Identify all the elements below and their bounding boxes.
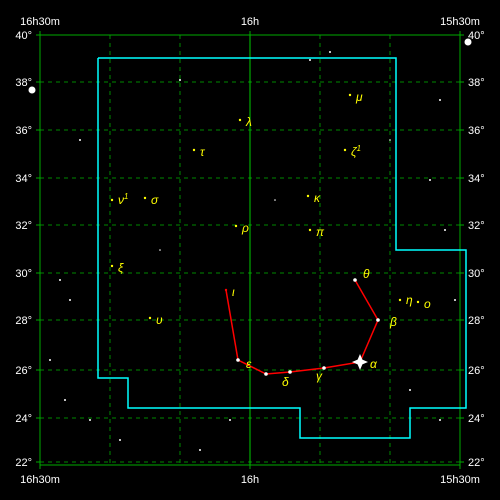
star-label: ρ	[241, 221, 249, 235]
x-tick-label: 16h	[241, 474, 259, 486]
y-tick-label: 22°	[468, 457, 485, 469]
star-label: κ	[314, 191, 321, 205]
bg-star	[59, 279, 61, 281]
star-label: γ	[316, 369, 323, 383]
y-tick-label: 24°	[15, 413, 32, 425]
y-tick-label: 38°	[15, 77, 32, 89]
bg-star	[89, 419, 91, 421]
x-tick-label: 16h	[241, 16, 259, 28]
labeled-star-dot	[417, 301, 419, 303]
labeled-star-dot	[349, 94, 351, 96]
x-tick-label: 15h30m	[440, 16, 480, 28]
x-tick-label: 15h30m	[440, 474, 480, 486]
star-label: δ	[282, 375, 289, 389]
y-tick-label: 32°	[468, 220, 485, 232]
star-label: ξ	[118, 261, 124, 275]
labeled-star	[322, 366, 326, 370]
y-tick-label: 26°	[15, 365, 32, 377]
star-label: ο	[424, 297, 431, 311]
star-label: σ	[151, 193, 159, 207]
star-label: β	[389, 315, 397, 329]
bg-star	[444, 229, 446, 231]
star-label: μ	[355, 90, 363, 104]
y-tick-label: 30°	[15, 268, 32, 280]
labeled-star-dot	[307, 195, 309, 197]
bg-star	[199, 449, 201, 451]
y-tick-label: 40°	[15, 30, 32, 42]
star-label: θ	[363, 267, 370, 281]
labeled-star-dot	[149, 317, 151, 319]
labeled-star	[376, 318, 380, 322]
bg-star	[79, 139, 81, 141]
star-label: λ	[245, 115, 252, 129]
star-label: υ	[156, 313, 163, 327]
labeled-star-dot	[239, 119, 241, 121]
bg-star	[439, 419, 441, 421]
x-tick-label: 16h30m	[20, 474, 60, 486]
bg-star	[429, 179, 431, 181]
bg-star	[179, 79, 181, 81]
bg-star	[119, 439, 121, 441]
bg-star	[29, 87, 36, 94]
labeled-star-dot	[309, 229, 311, 231]
labeled-star-dot	[144, 197, 146, 199]
y-tick-label: 28°	[468, 315, 485, 327]
labeled-star-dot	[111, 265, 113, 267]
y-tick-label: 36°	[468, 125, 485, 137]
star-label: ε	[246, 357, 252, 371]
labeled-star-dot	[344, 149, 346, 151]
y-tick-label: 32°	[15, 220, 32, 232]
y-tick-label: 24°	[468, 413, 485, 425]
bg-star	[329, 51, 331, 53]
labeled-star	[236, 358, 240, 362]
y-tick-label: 38°	[468, 77, 485, 89]
bg-star	[409, 389, 411, 391]
labeled-star	[353, 278, 357, 282]
y-tick-label: 26°	[468, 365, 485, 377]
star-chart: 40°40°38°38°36°36°34°34°32°32°30°30°28°2…	[0, 0, 500, 500]
bg-star	[229, 419, 231, 421]
bg-star	[309, 59, 311, 61]
bg-star	[454, 299, 456, 301]
labeled-star-dot	[399, 299, 401, 301]
bg-star	[465, 39, 472, 46]
labeled-star-dot	[193, 149, 195, 151]
bg-star	[49, 359, 51, 361]
labeled-star	[288, 370, 292, 374]
labeled-star	[264, 372, 268, 376]
y-tick-label: 34°	[15, 173, 32, 185]
x-tick-label: 16h30m	[20, 16, 60, 28]
star-label: α	[370, 357, 378, 371]
labeled-star-dot	[225, 289, 227, 291]
bg-star	[64, 399, 66, 401]
y-tick-label: 36°	[15, 125, 32, 137]
star-label: η	[406, 293, 413, 307]
labeled-star-dot	[235, 225, 237, 227]
labeled-star-dot	[111, 199, 113, 201]
star-label: ι	[232, 285, 235, 299]
y-tick-label: 30°	[468, 268, 485, 280]
star-label: π	[316, 225, 325, 239]
bg-star	[439, 99, 441, 101]
y-tick-label: 22°	[15, 457, 32, 469]
bg-star	[159, 249, 161, 251]
bg-star	[69, 299, 71, 301]
y-tick-label: 28°	[15, 315, 32, 327]
bg-star	[274, 199, 276, 201]
bg-star	[389, 139, 391, 141]
y-tick-label: 34°	[468, 173, 485, 185]
